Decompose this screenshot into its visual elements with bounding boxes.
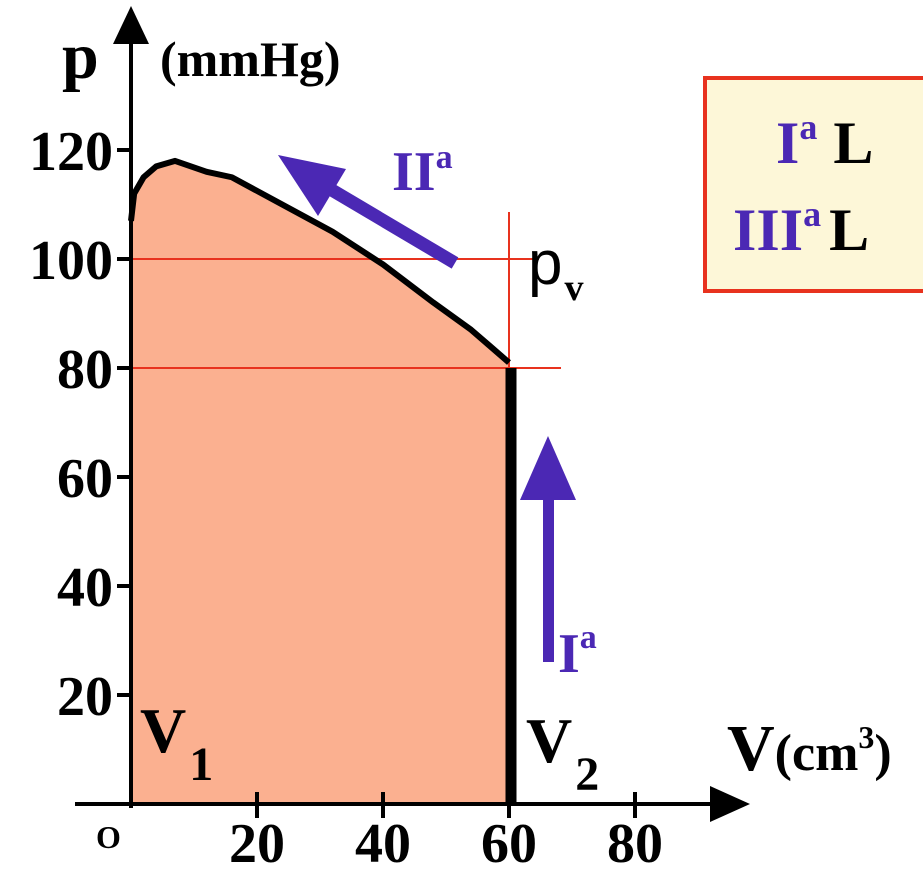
x-axis-title: V(cm3) xyxy=(727,712,892,785)
pv-curve xyxy=(128,157,511,365)
y-tick-label: 60 xyxy=(57,448,113,510)
legend-row-1-roman: I xyxy=(776,110,799,176)
arrow-phase-2 xyxy=(278,155,459,269)
label-phase-2-sup: a xyxy=(436,139,453,176)
y-tick-group: 20 40 60 80 100 120 xyxy=(29,121,133,728)
legend-row-2-sup: a xyxy=(803,194,821,234)
label-phase-1: Ia xyxy=(558,619,597,685)
x-axis-symbol: V xyxy=(727,712,775,785)
y-tick-label: 20 xyxy=(57,666,113,728)
legend-row-2: IIIa L xyxy=(733,194,869,263)
y-tick-label: 100 xyxy=(29,230,113,292)
legend-row-2-roman: III xyxy=(733,197,803,263)
legend-row-2-text: L xyxy=(829,197,869,263)
x-tick-label: 20 xyxy=(229,813,285,869)
legend-row-1-text: L xyxy=(833,110,873,176)
label-phase-2: IIa xyxy=(392,139,453,203)
label-v2-sub: 2 xyxy=(575,748,599,801)
legend-box: Ia L IIIa L xyxy=(703,76,923,293)
label-pv: pv xyxy=(528,229,583,309)
work-area-fill xyxy=(131,160,509,804)
y-axis-symbol: p xyxy=(62,20,99,93)
legend-row-1: Ia L xyxy=(776,107,873,176)
label-v1-sub: 1 xyxy=(189,738,213,791)
x-tick-label: 80 xyxy=(607,813,663,869)
x-tick-label: 40 xyxy=(355,813,411,869)
arrow-phase-1 xyxy=(520,436,576,662)
x-axis-unit-sup: 3 xyxy=(858,719,874,755)
y-tick-label: 80 xyxy=(57,339,113,401)
label-v1: V1 xyxy=(140,695,213,791)
y-axis-unit: (mmHg) xyxy=(160,31,341,87)
x-axis-arrowhead xyxy=(710,786,750,822)
label-v2: V2 xyxy=(526,705,599,801)
legend-row-1-sup: a xyxy=(799,107,817,147)
label-pv-sub: v xyxy=(564,267,583,309)
origin-label: O xyxy=(96,819,121,855)
label-phase-1-sup: a xyxy=(580,619,597,656)
x-tick-group: 20 40 60 80 xyxy=(229,792,663,869)
x-tick-label: 60 xyxy=(481,813,537,869)
x-axis-unit: (cm xyxy=(775,725,859,782)
y-tick-label: 40 xyxy=(57,557,113,619)
y-axis-arrowhead xyxy=(113,6,149,44)
y-tick-label: 120 xyxy=(29,121,113,183)
x-axis-unit-close: ) xyxy=(874,725,891,782)
